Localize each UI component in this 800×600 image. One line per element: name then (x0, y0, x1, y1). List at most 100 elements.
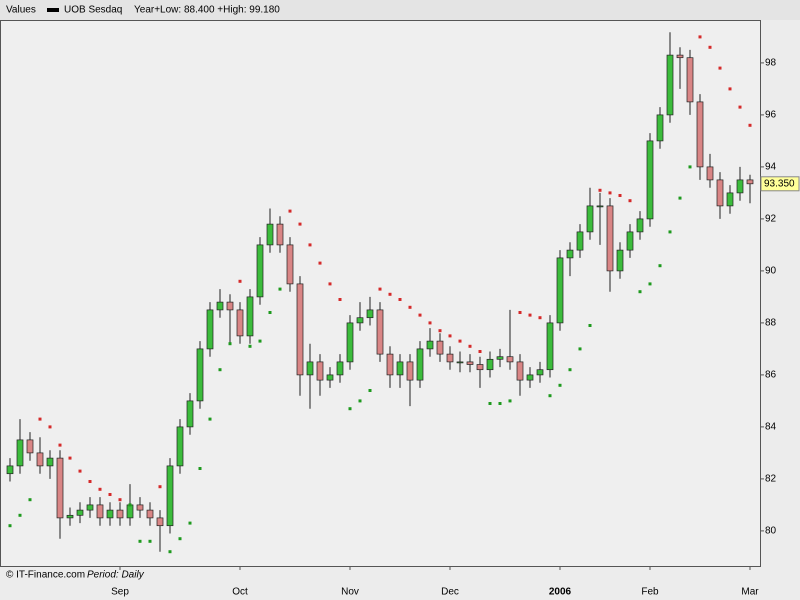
candle-body (646, 140, 654, 220)
candle-body (226, 301, 234, 311)
candle-body (556, 257, 564, 324)
y-tick-label: 90 (765, 266, 777, 277)
y-tick-label: 80 (765, 526, 777, 537)
candle-body (526, 374, 534, 381)
sar-dot (558, 383, 562, 387)
sar-dot (288, 209, 292, 213)
sar-dot (368, 389, 372, 392)
candle-body (746, 179, 754, 185)
sar-dot (548, 394, 552, 398)
sar-dot (188, 521, 192, 525)
candle-body (606, 205, 614, 272)
sar-dot (638, 290, 642, 294)
candle-body (576, 231, 584, 251)
candle-body (66, 514, 74, 519)
sar-dot (308, 243, 312, 247)
sar-dot (538, 316, 542, 320)
sar-dot (168, 550, 172, 554)
candle-body (266, 223, 274, 246)
candle-body (186, 400, 194, 428)
sar-dot (498, 402, 502, 405)
sar-dot (668, 230, 672, 234)
sar-dot (518, 311, 522, 314)
sar-dot (298, 222, 302, 226)
candle-body (736, 179, 744, 194)
sar-dot (198, 467, 202, 470)
candle-body (336, 361, 344, 376)
y-tick-label: 84 (765, 422, 777, 433)
footer-period: Period: Daily (87, 570, 145, 581)
y-tick-label: 98 (765, 58, 777, 69)
candle-body (306, 361, 314, 376)
sar-dot (468, 344, 472, 348)
sar-dot (248, 344, 252, 348)
candle-body (56, 457, 64, 519)
candle-body (626, 231, 634, 251)
candle-body (316, 361, 324, 381)
legend-title: Values (6, 5, 36, 16)
legend-marker (47, 8, 59, 12)
sar-dot (718, 66, 722, 70)
candle-body (116, 509, 124, 519)
x-tick-label: Dec (441, 587, 459, 598)
candle-body (136, 504, 144, 511)
sar-dot (348, 407, 352, 411)
y-tick-label: 94 (765, 162, 777, 173)
candle-body (456, 361, 464, 364)
sar-dot (438, 329, 442, 333)
candle-body (296, 283, 304, 376)
sar-dot (8, 524, 12, 528)
sar-dot (258, 339, 262, 343)
candle-body (256, 244, 264, 298)
sar-dot (58, 443, 62, 447)
sar-dot (598, 188, 602, 192)
sar-dot (678, 196, 682, 200)
y-tick-label: 86 (765, 370, 777, 381)
sar-dot (578, 347, 582, 351)
candle-body (376, 309, 384, 355)
sar-dot (18, 513, 22, 517)
sar-dot (118, 498, 122, 502)
sar-dot (178, 537, 182, 541)
sar-dot (98, 487, 102, 491)
candle-body (276, 223, 284, 246)
sar-dot (38, 417, 42, 421)
sar-dot (148, 539, 152, 543)
candle-body (16, 439, 24, 467)
sar-dot (218, 368, 222, 372)
candle-body (236, 309, 244, 337)
candle-body (446, 353, 454, 363)
last-price-box (760, 176, 800, 192)
candle-body (436, 340, 444, 355)
sar-dot (488, 402, 492, 405)
candle-body (566, 249, 574, 259)
candle-body (516, 361, 524, 381)
candle-body (216, 301, 224, 311)
candle-body (406, 361, 414, 381)
candle-body (176, 426, 184, 467)
sar-dot (708, 45, 712, 49)
sar-dot (378, 287, 382, 291)
sar-dot (588, 324, 592, 327)
candle-body (396, 361, 404, 376)
candle-body (46, 457, 54, 467)
candle-body (246, 296, 254, 337)
sar-dot (28, 498, 32, 502)
sar-dot (608, 191, 612, 195)
header-bar (0, 0, 800, 20)
candle-body (686, 57, 694, 103)
sar-dot (418, 313, 422, 317)
x-tick-label: Nov (341, 587, 359, 598)
sar-dot (618, 194, 622, 197)
x-tick-label: 2006 (549, 587, 572, 598)
candle-body (366, 309, 374, 319)
sar-dot (318, 261, 322, 265)
sar-dot (68, 456, 72, 460)
candle-body (496, 356, 504, 360)
sar-dot (508, 399, 512, 403)
y-tick-label: 96 (765, 110, 777, 121)
sar-dot (728, 87, 732, 91)
candle-body (426, 340, 434, 350)
